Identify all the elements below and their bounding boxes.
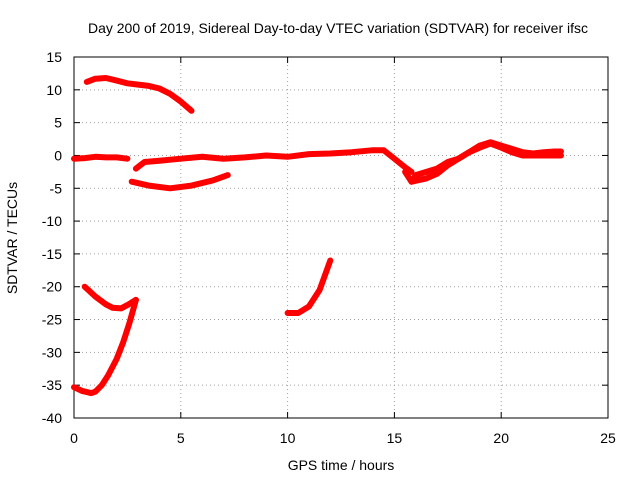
data-series: [71, 75, 564, 397]
y-tick-label: -5: [50, 180, 63, 196]
chart-title: Day 200 of 2019, Sidereal Day-to-day VTE…: [88, 20, 588, 36]
y-tick-label: -40: [42, 410, 62, 426]
series-line-2: [71, 153, 131, 162]
y-tick-label: 15: [46, 49, 62, 65]
x-tick-label: 5: [177, 430, 185, 446]
grid: [74, 57, 608, 418]
y-axis-title: SDTVAR / TECUs: [4, 182, 20, 294]
series-line-8: [71, 296, 139, 397]
x-tick-label: 20: [493, 430, 509, 446]
y-tick-label: -35: [42, 377, 62, 393]
x-tick-label: 10: [280, 430, 296, 446]
plot-frame: [73, 56, 609, 419]
y-tick-label: 0: [54, 147, 62, 163]
series-line-6: [408, 140, 564, 185]
series-line-4: [128, 172, 231, 192]
x-tick-label: 15: [387, 430, 403, 446]
y-tick-label: -10: [42, 213, 62, 229]
x-tick-label: 0: [70, 430, 78, 446]
axis-ticks: 0 5 10 15 20 25 15 10 5 0 -5 -10 -15 -20 -25 -30 -35 -40: [42, 49, 616, 446]
y-tick-label: -25: [42, 312, 62, 328]
x-axis-title: GPS time / hours: [288, 457, 395, 473]
series-line-1: [83, 75, 195, 114]
series-line-3: [132, 147, 415, 175]
y-tick-label: -20: [42, 279, 62, 295]
y-tick-label: 10: [46, 82, 62, 98]
series-line-9: [284, 257, 334, 316]
y-tick-label: -30: [42, 344, 62, 360]
y-tick-label: -15: [42, 246, 62, 262]
series-line-7: [81, 283, 139, 312]
y-tick-label: 5: [54, 115, 62, 131]
x-tick-label: 25: [600, 430, 616, 446]
